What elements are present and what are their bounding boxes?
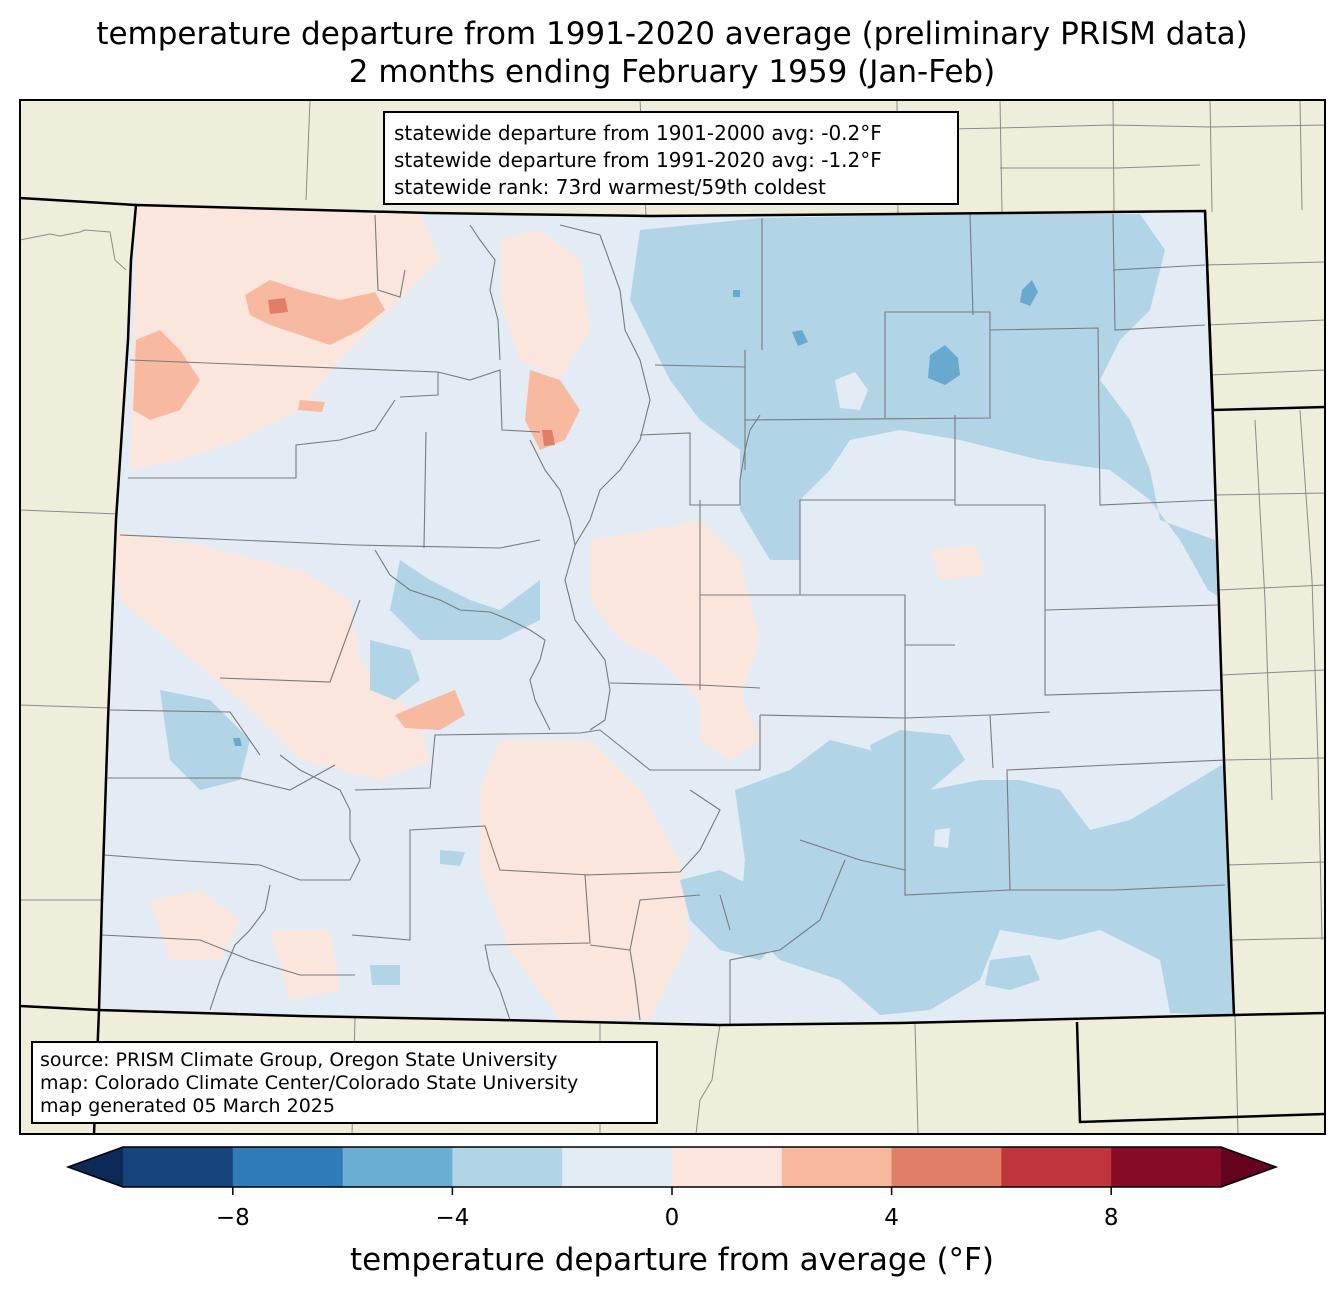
- colorbar-tick-label: −8: [215, 1205, 250, 1231]
- map-title-line-1: temperature departure from 1991-2020 ave…: [96, 16, 1248, 52]
- stats-departure-1901-2000: statewide departure from 1901-2000 avg: …: [394, 121, 882, 145]
- colorbar-tick-label: 8: [1103, 1205, 1119, 1231]
- colorbar-bin-1: [232, 1147, 344, 1187]
- map-title-line-2: 2 months ending February 1959 (Jan-Feb): [348, 54, 996, 90]
- cool-2-4-regions: [160, 214, 1234, 1015]
- colorbar-bin-7: [891, 1147, 1002, 1187]
- colorbar-bin-3: [452, 1147, 563, 1187]
- warm-4-6-regions: [268, 298, 555, 446]
- source-credits-box: source: PRISM Climate Group, Oregon Stat…: [31, 1041, 658, 1124]
- colorado-county-lines: [101, 213, 1226, 1025]
- colorbar-label: temperature departure from average (°F): [350, 1242, 994, 1278]
- anomaly-shading: [110, 205, 1234, 1020]
- colorbar-bin-4: [562, 1147, 673, 1187]
- colorbar-under-arrow: [68, 1147, 123, 1187]
- colorbar-bin-8: [1001, 1147, 1112, 1187]
- map-credit-line: map: Colorado Climate Center/Colorado St…: [40, 1072, 579, 1094]
- cool-4-6-regions: [233, 280, 1038, 746]
- warm-2-4-regions: [133, 280, 580, 730]
- colorbar-tick-label: 4: [884, 1205, 899, 1231]
- colorbar: [65, 1146, 1279, 1195]
- colorbar-over-arrow: [1221, 1147, 1276, 1187]
- colorbar-bin-0: [123, 1147, 234, 1187]
- generated-date-line: map generated 05 March 2025: [40, 1095, 335, 1117]
- stats-rank: statewide rank: 73rd warmest/59th coldes…: [394, 175, 826, 199]
- map-frame: [19, 99, 1326, 1135]
- colorbar-tick-label: −4: [435, 1205, 470, 1231]
- colorbar-bin-6: [781, 1147, 893, 1187]
- colorbar-outline: [65, 1146, 1279, 1188]
- statewide-stats-box: statewide departure from 1901-2000 avg: …: [383, 111, 959, 205]
- source-line: source: PRISM Climate Group, Oregon Stat…: [40, 1049, 558, 1071]
- colorbar-bin-9: [1111, 1147, 1222, 1187]
- cool-0-2-holes: [835, 372, 950, 848]
- stats-departure-1991-2020: statewide departure from 1991-2020 avg: …: [394, 148, 882, 172]
- colorado-border: [97, 203, 1236, 1027]
- colorbar-bin-5: [672, 1147, 783, 1187]
- colorbar-bin-2: [342, 1147, 453, 1187]
- colorbar-tick-label: 0: [664, 1205, 680, 1231]
